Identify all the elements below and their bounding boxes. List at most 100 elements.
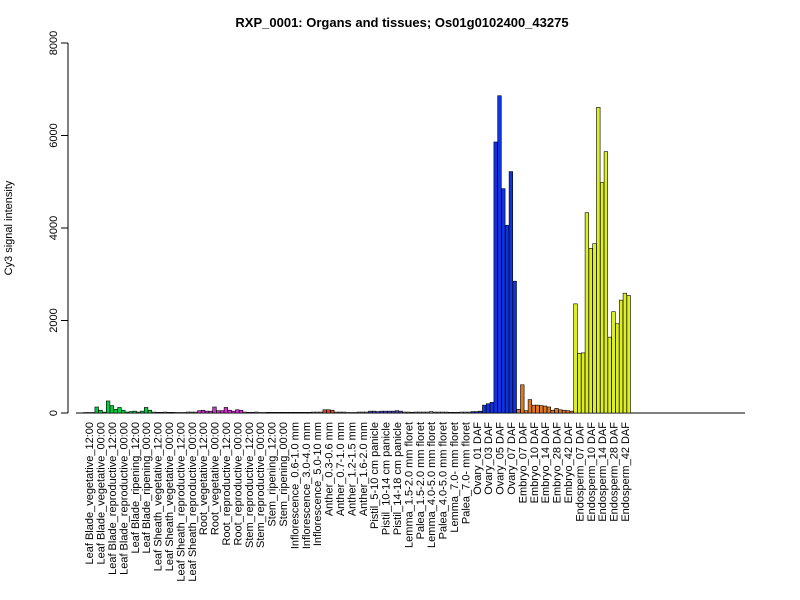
x-category-label: Palea_4.0-5.0 mm floret [438,422,450,539]
bar [288,412,293,414]
x-category-label: Embryo_10 DAF [529,422,541,504]
bar [364,411,369,414]
bar [512,280,517,414]
bar [220,410,225,414]
bar [322,409,327,414]
bar [501,188,506,414]
bar [239,409,244,414]
bar [421,411,426,414]
x-category-label: Leaf Blade_vegetative_12:00 [84,422,96,565]
bar [497,95,502,414]
x-category-label: Lemma_1.5-2.0 mm floret [403,422,415,548]
x-category-label: Palea_7.0- mm floret [460,422,472,524]
bar [182,412,187,414]
bar [440,411,445,414]
bar [242,411,248,414]
bar [611,311,616,414]
bar [485,403,491,414]
bar [265,412,270,414]
bar [231,410,236,414]
bar [603,151,608,414]
bar [189,411,194,414]
bar [402,411,407,414]
bar [607,336,612,414]
bar [326,409,331,414]
bar [371,410,377,414]
x-category-label: Inflorescence_3.0-4.0 mm [301,422,313,549]
bar [193,411,198,414]
bar [132,410,137,414]
bar [577,353,582,414]
bar [356,411,362,414]
bar [554,408,559,414]
x-category-label: Ovary_01 DAF [472,422,484,495]
bar [352,412,358,414]
bar [280,412,286,414]
x-category-label: Anther_0.3-0.6 mm [324,422,336,516]
bar [269,412,274,414]
bar [341,411,346,414]
bar [102,411,107,414]
x-category-label: Anther_1.6-2.0 mm [358,422,370,516]
bar [98,409,103,414]
bars-group [83,95,631,414]
bar [379,410,384,414]
bar [425,411,430,414]
bar [257,412,263,414]
bar [166,412,172,414]
bar [345,412,350,414]
bar [478,410,483,414]
y-tick-label: 6000 [48,123,60,147]
bar [147,409,153,414]
bar [558,409,563,414]
bar [599,182,605,414]
x-category-label: Anther_1.2-1.5 mm [346,422,358,516]
x-category-label: Pistil_10-14 cm panicle [381,422,393,535]
bar [337,411,343,414]
x-category-label: Endosperm_07 DAF [574,422,586,522]
bar [246,412,251,414]
x-category-label: Root_reproductive_12:00 [221,422,233,546]
x-category-label: Endosperm_28 DAF [609,422,621,522]
bar [227,409,232,414]
bar [140,410,145,414]
x-category-label: Leaf Blade_reproductive_12:00 [107,422,119,575]
bar [539,405,544,414]
x-category-label: Leaf Sheath_reproductive_12:00 [175,422,187,582]
bar [90,412,95,414]
bar [451,412,457,414]
x-category-label: Leaf Blade_reproductive_00:00 [118,422,130,575]
bar [466,411,472,414]
bar [447,412,453,414]
bar [174,412,179,414]
bar [546,406,551,414]
bar [314,411,320,414]
bar [474,411,479,414]
bar [432,411,438,414]
x-category-label: Pistil_14-18 cm panicle [392,422,404,535]
y-tick-label: 8000 [48,31,60,55]
bar [223,407,229,414]
bar [375,411,381,414]
chart-title: RXP_0001: Organs and tissues; Os01g01024… [235,15,568,30]
bar [398,410,403,414]
bar [618,299,624,414]
x-category-label: Leaf Blade_ripening_12:00 [130,422,142,554]
bar [444,411,449,414]
bar [144,407,149,414]
bar [428,411,434,414]
bar [573,303,578,414]
x-category-label: Palea_1.5-2.0 mm floret [415,422,427,539]
bar [125,411,130,414]
bar [482,404,487,414]
bar [276,412,282,414]
bar [409,412,415,414]
bar [368,410,373,414]
bar [504,224,510,414]
x-axis-category-labels: Leaf Blade_vegetative_12:00 Leaf Blade_ve… [84,422,632,582]
y-axis-label: Cy3 signal intensity [3,180,15,275]
bar [185,411,191,414]
bar [163,411,168,414]
bar [94,406,99,414]
